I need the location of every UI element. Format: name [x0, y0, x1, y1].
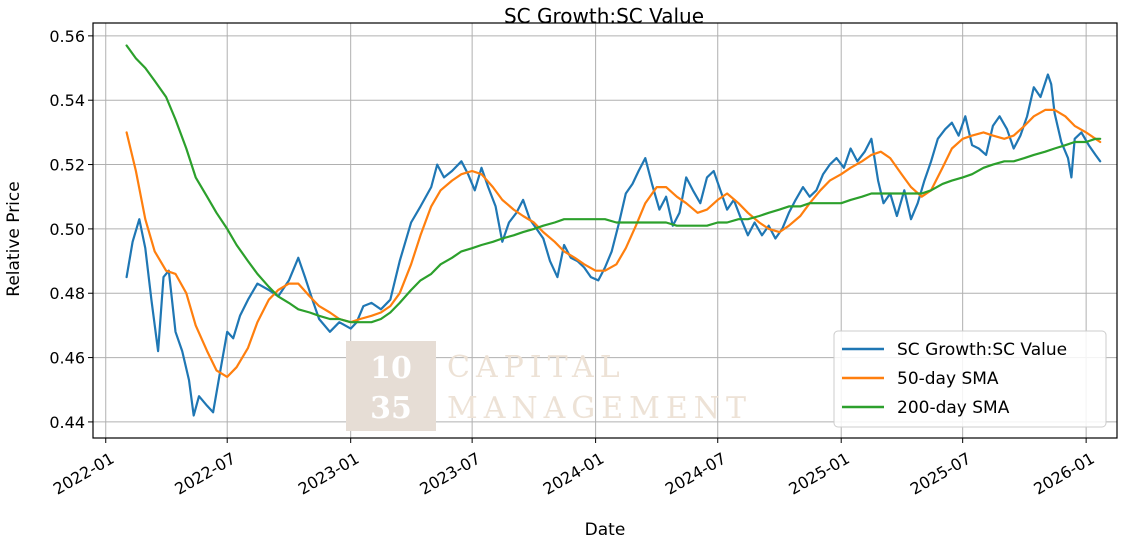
y-tick-label: 0.46 — [49, 349, 85, 368]
series-line-50-day-sma — [125, 108, 1102, 378]
watermark-line1: CAPITAL — [447, 350, 626, 385]
x-tick-label: 2026-01 — [1030, 449, 1097, 499]
plot-frame — [92, 22, 1118, 439]
x-axis-label: Date — [585, 520, 626, 540]
y-axis-ticks: 0.44 0.46 0.48 0.50 0.52 0.54 0.56 — [49, 27, 93, 432]
x-tick-label: 2024-07 — [662, 449, 729, 499]
legend-item-200-day-sma-label: 200-day SMA — [897, 398, 1010, 418]
y-tick-label: 0.44 — [49, 413, 85, 432]
y-tick-label: 0.48 — [49, 284, 85, 303]
legend-item-sc-growth-sc-value-label: SC Growth:SC Value — [897, 340, 1067, 360]
watermark-logo: 10 35 CAPITAL MANAGEMENT — [346, 341, 752, 431]
legend-item-50-day-sma-label: 50-day SMA — [897, 369, 999, 389]
legend: SC Growth:SC Value 50-day SMA 200-day SMA — [833, 330, 1107, 428]
watermark-number-bottom: 35 — [370, 391, 412, 426]
legend-box — [833, 330, 1107, 428]
x-axis-ticks: 2022-01 2022-07 2023-01 2023-07 2024-01 2024-… — [50, 438, 1098, 499]
y-tick-label: 0.54 — [49, 91, 85, 110]
x-tick-label: 2025-01 — [785, 449, 852, 499]
watermark-number-top: 10 — [370, 351, 412, 386]
y-axis-label: Relative Price — [4, 181, 24, 296]
x-tick-label: 2023-07 — [416, 449, 483, 499]
x-tick-label: 2022-01 — [50, 449, 117, 499]
y-tick-label: 0.56 — [49, 27, 85, 46]
x-tick-label: 2025-07 — [907, 449, 974, 499]
series-line-sc-growth-sc-value — [125, 73, 1102, 417]
chart-title: SC Growth:SC Value — [504, 4, 704, 28]
x-tick-label: 2024-01 — [540, 449, 607, 499]
y-tick-label: 0.50 — [49, 220, 85, 239]
series-layer — [125, 44, 1102, 417]
watermark-box — [346, 341, 436, 431]
x-tick-label: 2023-01 — [295, 449, 362, 499]
y-tick-label: 0.52 — [49, 156, 85, 175]
x-tick-label: 2022-07 — [171, 449, 238, 499]
series-line-200-day-sma — [125, 44, 1102, 324]
watermark-line2: MANAGEMENT — [447, 391, 752, 426]
